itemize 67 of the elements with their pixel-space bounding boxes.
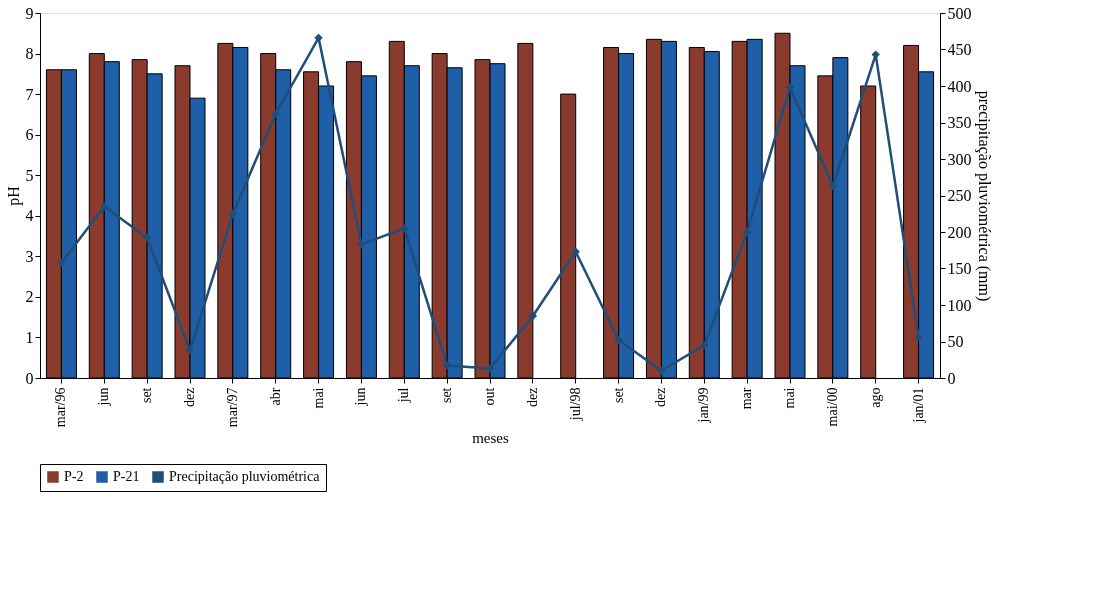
x-tick-label: jun (96, 387, 112, 407)
y2-tick-label: 50 (947, 333, 964, 350)
point (400, 224, 409, 233)
point (528, 311, 538, 321)
y-tick-label: 9 (25, 4, 34, 22)
x-tick-label: jan/01 (910, 387, 926, 424)
x-tick-label: jun (353, 387, 369, 407)
point (271, 109, 280, 118)
x-tick-label: abr (267, 387, 283, 406)
x-tick-label: mai (782, 387, 797, 409)
y-axis-title: pH (4, 185, 23, 206)
point (742, 227, 752, 237)
y2-tick-label: 450 (947, 41, 972, 58)
y2-axis-title: precipitação pluviométrica (mm) (974, 90, 993, 302)
x-tick-label: dez (182, 387, 197, 407)
point (442, 361, 452, 370)
y2-tick-label: 150 (947, 260, 972, 277)
x-tick-label: set (139, 387, 155, 404)
y-tick-label: 3 (25, 247, 34, 265)
point (700, 340, 709, 350)
y-tick-label: 0 (25, 369, 34, 387)
point (314, 33, 323, 42)
x-tick-label: mai/00 (824, 387, 840, 427)
y2-tick-label: 300 (947, 150, 972, 168)
point (485, 364, 495, 373)
x-tick-label: dez (653, 387, 669, 407)
y-tick-label: 6 (25, 126, 34, 144)
y-tick-label: 5 (25, 166, 34, 184)
x-tick-label: dez (524, 387, 540, 407)
point (828, 181, 838, 191)
point (57, 258, 66, 267)
y-tick-label: 8 (25, 45, 34, 63)
legend-label: P-21 (113, 469, 140, 484)
y2-tick-label: 500 (947, 4, 972, 22)
x-tick-label: mai (310, 387, 326, 409)
y-tick-label: 7 (25, 85, 34, 103)
x-tick-label: set (439, 387, 455, 404)
y2-tick-label: 200 (947, 223, 972, 241)
x-tick-label: jul/98 (567, 387, 583, 422)
point (614, 335, 623, 345)
y-tick-label: 2 (25, 288, 34, 306)
y2-tick-label: 350 (947, 114, 972, 131)
y2-tick-label: 400 (947, 77, 972, 95)
y2-tick-label: 100 (947, 296, 972, 314)
point (571, 247, 580, 256)
x-tick-label: out (482, 387, 497, 406)
y-tick-label: 1 (25, 328, 34, 346)
point (142, 233, 152, 243)
legend-label: Precipitação pluviométrica (169, 469, 321, 484)
y2-tick-label: 0 (947, 369, 956, 387)
point (657, 366, 666, 375)
x-tick-label: mar/96 (53, 387, 69, 428)
legend-label: P-2 (64, 469, 84, 484)
x-tick-label: mar/97 (224, 387, 240, 428)
point (100, 202, 109, 211)
point (914, 333, 923, 343)
y-tick-label: 4 (25, 207, 34, 225)
x-tick-label: set (610, 387, 626, 404)
x-tick-label: ago (867, 387, 883, 408)
x-tick-label: jan/99 (696, 387, 712, 424)
y2-tick-label: 250 (947, 187, 972, 204)
x-axis-title: meses (472, 430, 509, 447)
x-tick-label: mar (739, 387, 755, 410)
x-tick-label: jul (396, 387, 412, 404)
point (871, 50, 880, 59)
point (228, 209, 238, 218)
point (357, 240, 366, 249)
